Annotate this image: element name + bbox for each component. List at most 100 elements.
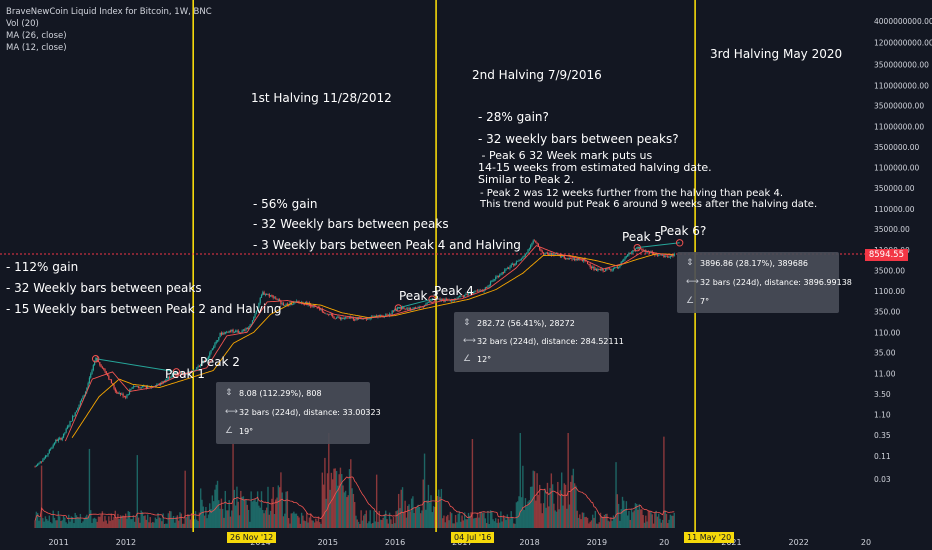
candle-body [134,385,136,387]
candle-body [594,268,596,271]
volume-bar [256,491,259,528]
volume-bar [44,516,47,528]
volume-bar [598,522,600,528]
volume-bar [611,520,613,528]
candle-body [167,377,169,379]
volume-bar [75,515,78,528]
y-tick-label: 0.03 [874,475,891,484]
y-tick-label: 3.50 [874,390,891,399]
volume-bar [96,521,98,528]
volume-bar [632,512,634,528]
volume-bar [286,491,289,528]
volume-bar [585,516,587,528]
volume-bar [135,516,137,528]
volume-bar [106,523,109,528]
candle-body [669,256,671,258]
candle-body [530,245,532,249]
candle-body [259,297,261,303]
candle-body [338,316,340,318]
volume-bar [291,513,294,528]
volume-bar [95,518,97,528]
volume-bar [396,510,399,528]
volume-bar [438,489,440,528]
volume-bar [454,515,457,528]
candle-body [381,315,383,317]
y-tick-label: 0.11 [874,452,891,461]
candle-body [37,464,39,466]
volume-bar [154,517,157,528]
y-tick-label: 3500000.00 [874,143,920,152]
peak-marker-3 [394,304,403,312]
candle-body [652,253,655,254]
volume-bar [373,510,375,528]
volume-bar [510,511,512,528]
candle-body [646,251,648,253]
volume-bar [381,519,383,528]
volume-bar [669,514,672,528]
volume-bar [410,498,413,528]
volume-bar [641,509,643,528]
volume-bar [551,484,554,528]
h3-note-peak6: - Peak 6 32 Week mark puts us 14-15 week… [478,149,712,186]
volume-bar [439,496,441,528]
candle-body [83,394,85,396]
candle-body [163,381,166,383]
candle-body [465,293,467,296]
volume-bar [342,485,344,528]
volume-bar [91,522,93,528]
candle-body [242,329,245,331]
volume-bar [443,515,445,528]
candle-body [263,292,265,295]
volume-bar [436,496,439,528]
candle-body [518,260,520,262]
volume-bar [209,503,211,528]
measure-bars-distance: 32 bars (224d), distance: 33.00323 [239,407,381,417]
candle-body [320,309,322,310]
candle-body [215,341,217,344]
candle-body [564,258,567,260]
volume-bar [297,515,299,528]
candle-body [540,249,542,252]
candle-body [502,272,505,273]
volume-bar [302,515,304,528]
volume-bar [612,515,615,528]
volume-bar [382,517,384,528]
volume-bar [570,481,572,528]
volume-bar [672,515,674,528]
volume-bar [34,520,36,528]
volume-bar [144,515,146,528]
halving1-date-tag: 26 Nov '12 [227,532,277,543]
candle-body [347,317,349,319]
volume-bar [516,501,519,528]
candle-body [355,317,357,320]
candle-body [451,299,453,302]
volume-bar [540,503,542,528]
candle-body [558,254,560,256]
candle-body [91,370,93,374]
candle-body [334,318,336,320]
measure-angle: 19° [239,426,254,436]
candle-body [245,327,247,331]
candle-body [602,268,604,272]
candle-body [394,309,396,312]
candle-body [101,367,103,369]
measure-box-3: ⇕ 3896.86 (28.17%), 389686 ⟷ 32 bars (224d… [677,252,852,313]
candle-body [599,269,602,271]
range-arrow-icon: ⟷ [225,407,238,417]
candle-body [174,372,176,374]
candle-body [407,308,409,310]
volume-bar [337,485,339,528]
volume-bar [69,521,71,528]
volume-bar [152,521,154,528]
volume-bar [492,519,494,528]
volume-bar [624,508,626,528]
candle-body [403,307,405,309]
candle-body [656,254,659,256]
candle-body [655,254,657,256]
candle-body [95,358,97,362]
volume-bar [427,484,430,528]
volume-bar [474,518,476,528]
candle-body [267,294,269,296]
candle-body [176,372,179,374]
